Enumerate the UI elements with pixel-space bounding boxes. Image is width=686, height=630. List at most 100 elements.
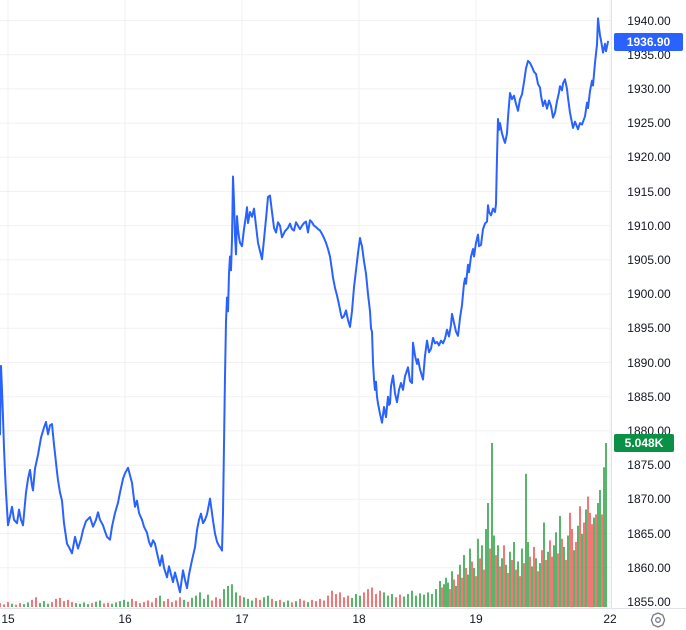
volume-bar [567,535,569,607]
volume-bar [407,594,409,607]
volume-bar [535,558,537,607]
volume-bar [123,599,125,607]
volume-bar [457,574,459,607]
price-axis-label: 1865.00 [627,526,671,541]
volume-bar [461,577,463,607]
time-axis-label: 15 [1,612,15,626]
volume-bar [515,569,517,607]
volume-bar [445,577,447,607]
price-axis-label: 1920.00 [627,150,671,165]
volume-bar [271,598,273,607]
price-axis-label: 1875.00 [627,458,671,473]
volume-bar [493,535,495,607]
volume-bar [235,592,237,607]
volume-bar [451,571,453,607]
volume-bar [223,589,225,607]
price-axis-label: 1940.00 [627,13,671,28]
price-axis[interactable]: 1936.90 5.048K 1940.00 1935.00 1930.00 1925… [611,0,686,609]
volume-bar [55,598,57,607]
volume-bar [151,602,153,607]
volume-bar [545,559,547,607]
price-axis-label: 1900.00 [627,287,671,302]
volume-bar [477,538,479,607]
volume-bar [355,594,357,607]
volume-bar [483,569,485,607]
price-axis-label: 1925.00 [627,116,671,131]
volume-bar [509,551,511,607]
volume-bar [533,546,535,607]
price-axis-label: 1935.00 [627,47,671,62]
volume-bar [375,594,377,607]
volume-bar [47,603,49,607]
volume-bar [23,604,25,607]
volume-bar [43,601,45,607]
volume-bar [557,553,559,607]
volume-bar [419,593,421,607]
volume-bar [79,603,81,607]
volume-bar [51,602,53,607]
volume-bar [411,590,413,607]
volume-bar [499,566,501,607]
volume-bar [587,496,589,607]
volume-bar [595,514,597,607]
price-line [0,17,609,594]
volume-bar [387,595,389,607]
volume-bar [507,572,509,607]
volume-bar [589,512,591,607]
volume-bar [415,595,417,607]
volume-bar [219,598,221,607]
volume-bar [525,473,527,607]
volume-bar [195,595,197,607]
last-price-badge: 1936.90 [614,32,683,51]
volume-bar [585,509,587,607]
volume-bar [291,602,293,607]
volume-bar [379,590,381,607]
volume-bar [459,564,461,607]
volume-bar [563,546,565,607]
volume-bar [395,597,397,607]
volume-bar [183,599,185,607]
volume-bar [527,542,529,607]
volume-bar [11,603,13,607]
volume-bar [327,595,329,607]
volume-bar [501,558,503,607]
volume-bar [497,545,499,607]
price-axis-label: 1910.00 [627,218,671,233]
volume-bar [491,442,493,607]
settings-gear-icon[interactable] [649,611,667,629]
volume-bar [299,598,301,607]
volume-bar [593,517,595,607]
volume-bar [577,525,579,607]
chart-canvas[interactable] [0,0,611,608]
price-axis-label: 1895.00 [627,321,671,336]
volume-bar [67,599,69,607]
volume-bar [83,602,85,607]
volume-bar [521,548,523,607]
price-axis-label: 1915.00 [627,184,671,199]
volume-bar [573,550,575,607]
volume-bar [455,585,457,607]
volume-bar [603,467,605,607]
volume-bar [127,601,129,607]
time-axis[interactable]: 15 16 17 18 19 22 [0,608,686,630]
volume-bar [519,576,521,607]
volume-bar [27,602,29,607]
volume-bar [187,601,189,607]
volume-bar [7,602,9,607]
price-chart-pane[interactable] [0,0,611,608]
volume-bar [95,601,97,607]
volume-bar [549,540,551,607]
volume-bar [511,559,513,607]
volume-bar [471,561,473,607]
volume-bar [503,545,505,607]
volume-bar [473,568,475,607]
price-axis-label: 1885.00 [627,389,671,404]
volume-bar [279,599,281,607]
volume-bar [155,597,157,607]
volume-bar [523,563,525,607]
volume-bar [343,597,345,607]
volume-bar [581,533,583,607]
volume-bar [283,602,285,607]
volume-bar [485,529,487,607]
volume-bar [0,603,1,607]
